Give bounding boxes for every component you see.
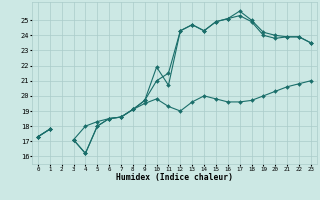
X-axis label: Humidex (Indice chaleur): Humidex (Indice chaleur) — [116, 173, 233, 182]
